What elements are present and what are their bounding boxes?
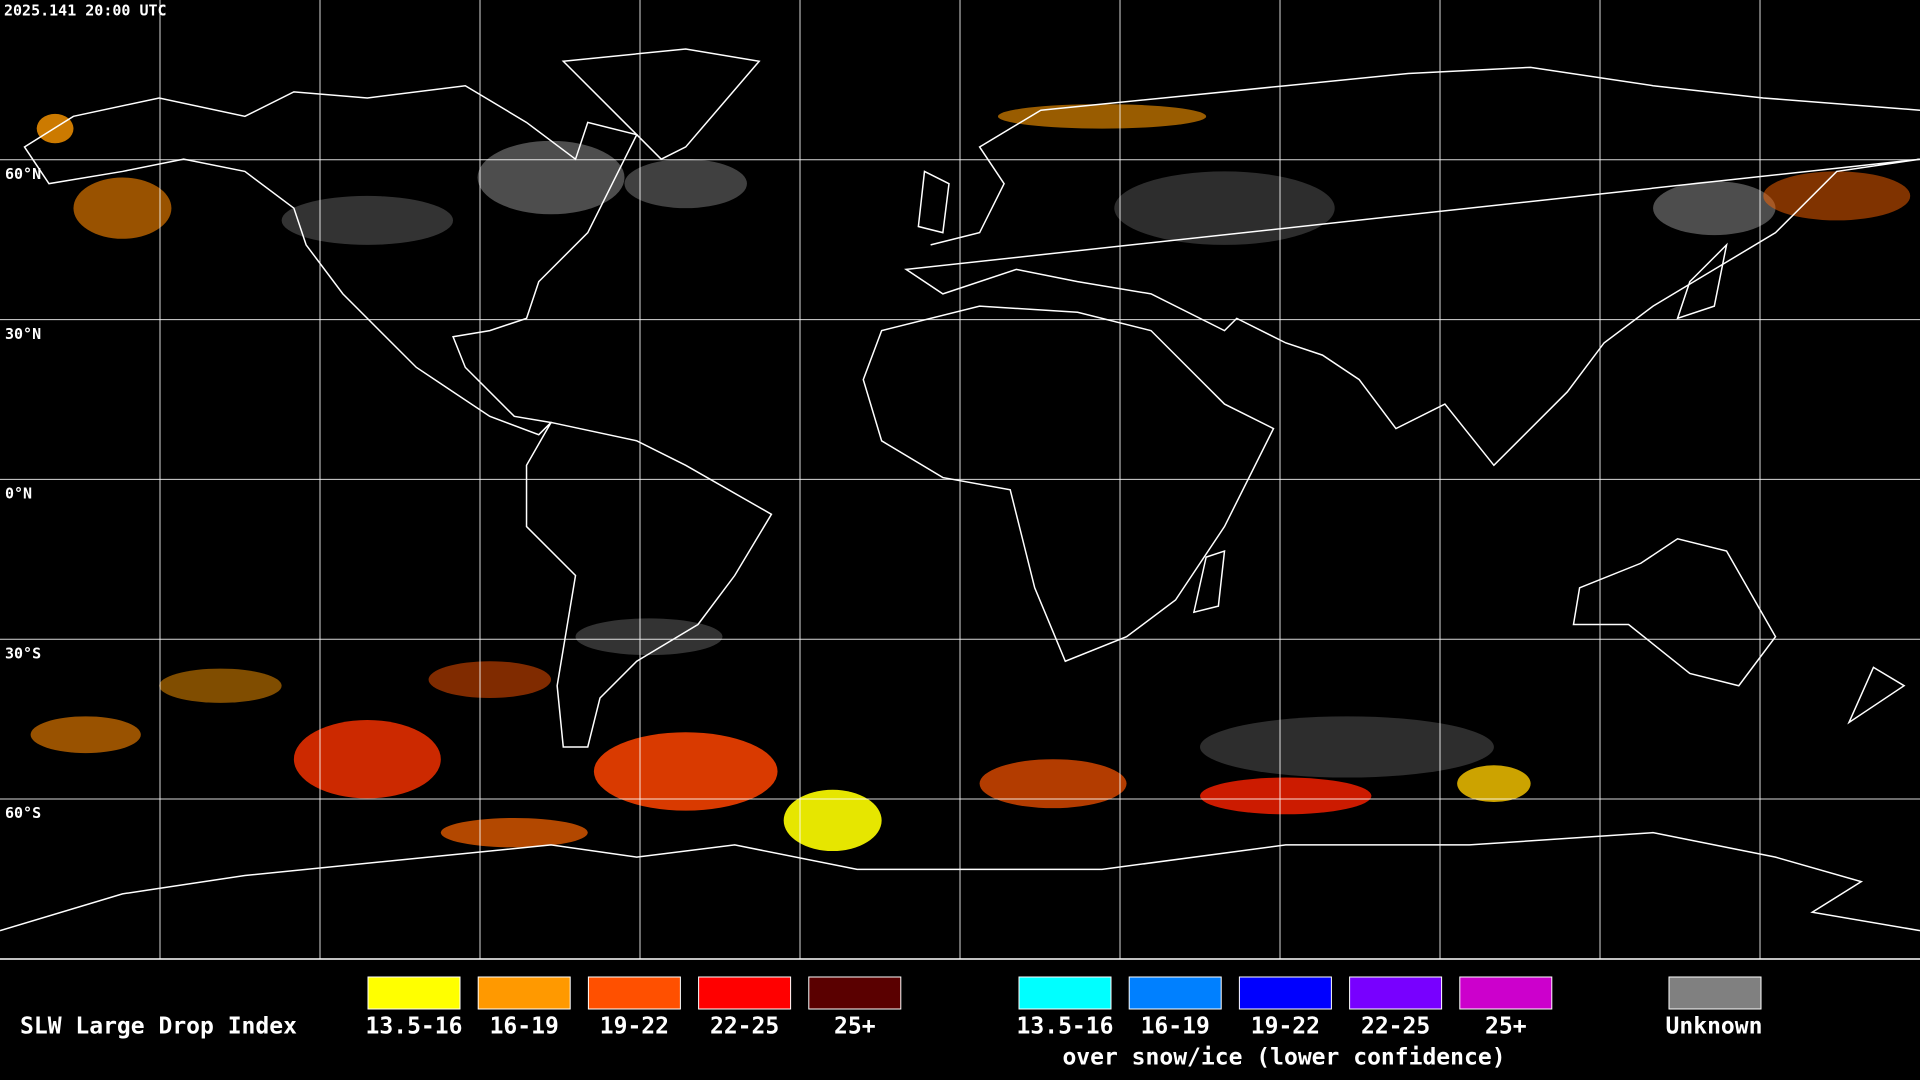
coastline	[527, 422, 772, 746]
legend-label: 25+	[834, 1014, 876, 1040]
legend-label: 19-22	[1251, 1014, 1320, 1040]
unknown-cloud	[624, 159, 747, 209]
drop-cloud	[293, 720, 441, 799]
unknown-cloud	[477, 140, 625, 215]
map-area	[0, 0, 1920, 959]
legend-label: 25+	[1485, 1014, 1527, 1040]
coastline	[1849, 667, 1904, 722]
legend: 13.5-16 16-19 19-22 22-25 25+ 13.5-16 16-19 19-…	[366, 976, 1763, 1040]
latitude-label: 60°S	[5, 804, 41, 822]
legend-swatch	[1238, 976, 1332, 1010]
legend-swatch	[1349, 976, 1443, 1010]
coastline	[1678, 245, 1727, 318]
coastline	[863, 306, 1273, 661]
latitude-label: 0°N	[5, 485, 32, 503]
coastlines	[0, 49, 1920, 931]
latitude-label: 30°S	[5, 644, 41, 662]
unknown-cloud	[1114, 171, 1335, 245]
drop-cloud	[997, 104, 1207, 129]
latitude-label: 60°N	[5, 165, 41, 183]
legend-title: SLW Large Drop Index	[20, 1014, 297, 1040]
drop-cloud	[979, 759, 1127, 809]
legend-swatch	[1668, 976, 1762, 1010]
drop-cloud	[1200, 777, 1372, 815]
legend-label: 13.5-16	[366, 1014, 463, 1040]
unknown-cloud	[1200, 716, 1494, 778]
legend-swatch	[1018, 976, 1112, 1010]
drop-cloud	[1457, 765, 1531, 803]
legend-swatch	[477, 976, 571, 1010]
coastline	[1573, 539, 1775, 686]
cloud-fields	[30, 104, 1911, 852]
coastline	[0, 833, 1920, 931]
timestamp: 2025.141 20:00 UTC	[4, 2, 167, 20]
legend-swatch	[698, 976, 792, 1010]
unknown-cloud	[1653, 181, 1776, 236]
snow-caption: over snow/ice (lower confidence)	[1062, 1045, 1505, 1071]
legend-swatch	[1459, 976, 1553, 1010]
latitude-label: 30°N	[5, 325, 41, 343]
unknown-cloud	[281, 195, 454, 245]
legend-label: 16-19	[490, 1014, 559, 1040]
legend-label: 22-25	[710, 1014, 779, 1040]
legend-swatch	[587, 976, 681, 1010]
legend-label: Unknown	[1666, 1014, 1763, 1040]
coastline	[1194, 551, 1225, 612]
drop-cloud	[159, 668, 282, 703]
drop-cloud	[783, 789, 882, 852]
drop-cloud	[1763, 171, 1911, 221]
legend-label: 19-22	[600, 1014, 669, 1040]
coastline	[563, 49, 759, 159]
drop-cloud	[440, 817, 588, 848]
legend-swatch	[367, 976, 461, 1010]
coastline	[906, 67, 1920, 465]
drop-cloud	[428, 661, 552, 698]
coastline	[918, 171, 949, 232]
legend-swatch	[1128, 976, 1222, 1010]
drop-cloud	[30, 716, 141, 754]
legend-label: 22-25	[1361, 1014, 1430, 1040]
graticule	[0, 0, 1920, 959]
unknown-cloud	[575, 618, 723, 656]
drop-cloud	[73, 177, 172, 239]
legend-swatch	[808, 976, 902, 1010]
legend-label: 13.5-16	[1017, 1014, 1114, 1040]
coastline	[24, 86, 636, 435]
legend-label: 16-19	[1141, 1014, 1210, 1040]
